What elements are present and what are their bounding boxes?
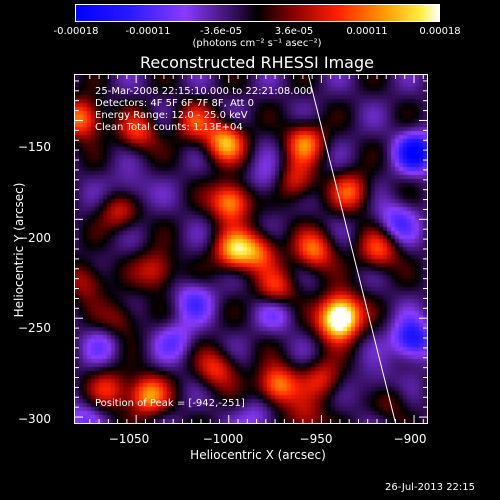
x-axis-label: Heliocentric X (arcsec) <box>190 448 326 462</box>
colorbar <box>75 4 440 22</box>
solar-limb-line <box>307 75 396 423</box>
y-axis-label: Heliocentric Y (arcsec) <box>12 182 26 318</box>
info-time-range: 25-Mar-2008 22:15:10.000 to 22:21:08.000 <box>95 86 313 97</box>
colorbar-tick-3: -3.6e-05 <box>200 26 242 37</box>
info-detectors: Detectors: 4F 5F 6F 7F 8F, Att 0 <box>95 98 255 109</box>
colorbar-tick-6: 0.00018 <box>419 26 461 37</box>
info-peak-position: Position of Peak = [-942,-251] <box>95 398 245 409</box>
chart-title: Reconstructed RHESSI Image <box>140 53 374 72</box>
x-tick-label: −1050 <box>108 432 150 446</box>
plot-area <box>74 74 428 424</box>
info-method: Clean Total counts: 1.13E+04 <box>95 122 243 133</box>
datestamp: 26-Jul-2013 22:15 <box>385 482 476 493</box>
colorbar-tick-4: 3.6e-05 <box>274 26 314 37</box>
colorbar-tick-2: -0.00011 <box>125 26 171 37</box>
y-tick-label: −300 <box>18 412 51 426</box>
plot-overlay <box>75 75 427 423</box>
y-tick-label: −200 <box>18 231 51 245</box>
colorbar-tick-1: -0.00018 <box>53 26 99 37</box>
info-energy: Energy Range: 12.0 - 25.0 keV <box>95 110 248 121</box>
colorbar-units: (photons cm⁻² s⁻¹ asec⁻²) <box>192 38 322 49</box>
heatmap-image <box>75 75 427 423</box>
axis-ticks <box>75 75 427 423</box>
x-tick-label: −900 <box>393 432 427 446</box>
y-tick-label: −250 <box>18 321 51 335</box>
x-tick-label: −950 <box>299 432 333 446</box>
y-tick-label: −150 <box>18 140 51 154</box>
colorbar-tick-5: 0.00011 <box>346 26 388 37</box>
x-tick-label: −1000 <box>202 432 244 446</box>
